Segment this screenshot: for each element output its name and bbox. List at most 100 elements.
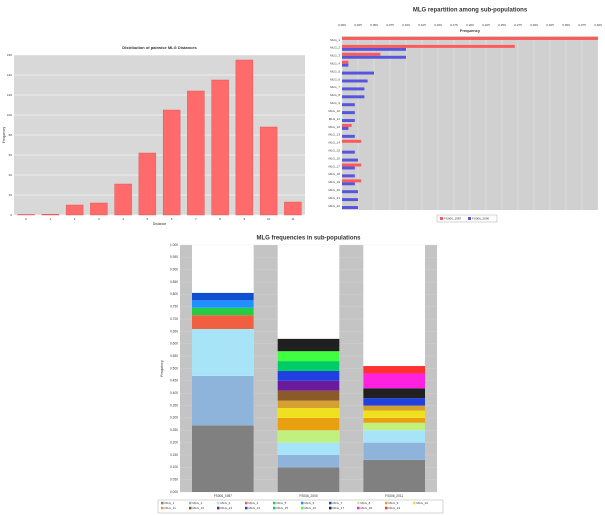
- x-tick-label: 0.375: [578, 23, 586, 27]
- y-tick-label: 0.750: [170, 305, 178, 309]
- legend-swatch: [217, 501, 220, 505]
- legend-swatch: [161, 501, 164, 505]
- bar-segment: [191, 300, 254, 308]
- bar: [342, 60, 349, 64]
- x-tick-label: 0.075: [386, 23, 394, 27]
- y-tick-label: 80: [9, 133, 13, 137]
- legend-swatch: [217, 506, 220, 510]
- legend-label: MLG_2: [193, 501, 203, 505]
- x-tick-label: 0.350: [562, 23, 570, 27]
- y-tick-label: MLG_1: [330, 38, 340, 42]
- x-tick-label: 9: [244, 217, 246, 221]
- x-tick-label: 10: [267, 217, 271, 221]
- x-tick-label: FS006_2000: [299, 494, 317, 498]
- y-axis-label: Frequency: [2, 126, 6, 143]
- bar-segment: [277, 390, 340, 401]
- y-tick-label: 0.000: [170, 490, 178, 494]
- bar: [342, 63, 349, 67]
- y-tick-label: 0.100: [170, 465, 178, 469]
- bar: [162, 109, 181, 216]
- legend-swatch: [301, 506, 304, 510]
- legend-label: MLG_17: [333, 506, 345, 510]
- x-axis-label: Frequency: [460, 28, 481, 33]
- legend-label: MLG_9: [389, 501, 399, 505]
- bar-segment: [191, 328, 254, 376]
- bar: [65, 204, 84, 216]
- bar: [342, 163, 362, 167]
- bar: [342, 134, 355, 138]
- y-tick-label: MLG_3: [330, 54, 340, 58]
- legend-label: MLG_18: [361, 506, 373, 510]
- bar-segment: [363, 430, 426, 443]
- bar-segment: [363, 442, 426, 460]
- y-tick-label: MLG_5: [330, 69, 340, 73]
- bar-segment: [277, 338, 340, 352]
- legend-swatch: [161, 506, 164, 510]
- legend-label: MLG_15: [277, 506, 289, 510]
- bar-segment: [277, 351, 340, 362]
- x-tick-label: 8: [219, 217, 221, 221]
- legend-label: MLG_19: [389, 506, 401, 510]
- x-tick-label: 0.325: [546, 23, 554, 27]
- y-tick-label: 0.800: [170, 292, 178, 296]
- y-tick-label: 0: [10, 213, 12, 217]
- bar-segment: [277, 467, 340, 492]
- legend-label: MLG_4: [249, 501, 259, 505]
- bar: [342, 119, 355, 122]
- y-tick-label: 0.200: [170, 440, 178, 444]
- bar-segment: [363, 366, 426, 374]
- bar-segment: [277, 400, 340, 409]
- x-tick-label: FS006_2011: [385, 494, 403, 498]
- x-tick-label: 7: [195, 217, 197, 221]
- y-tick-label: MLG_21: [328, 196, 340, 200]
- y-tick-label: MLG_12: [328, 125, 340, 129]
- x-tick-label: 0.200: [466, 23, 474, 27]
- bar-segment: [363, 459, 426, 492]
- bar-segment: [191, 315, 254, 329]
- bar: [342, 126, 349, 130]
- y-tick-label: 1.000: [170, 243, 178, 247]
- bar-segment: [363, 398, 426, 406]
- y-tick-label: MLG_18: [328, 172, 340, 176]
- y-axis-label: Frequency: [160, 360, 164, 377]
- y-tick-label: 160: [7, 53, 12, 57]
- x-tick-label: 0.175: [450, 23, 458, 27]
- legend-label: FS006_2000: [472, 216, 490, 220]
- legend-label: MLG_7: [333, 501, 343, 505]
- legend-swatch: [273, 501, 276, 505]
- y-tick-label: 0.600: [170, 342, 178, 346]
- x-tick-label: 0.225: [482, 23, 490, 27]
- y-tick-label: MLG_9: [330, 101, 340, 105]
- bar: [342, 150, 355, 154]
- legend-label: MLG_13: [221, 506, 233, 510]
- bar: [342, 44, 515, 48]
- y-tick-label: MLG_11: [329, 117, 341, 121]
- y-tick-label: 0.150: [170, 453, 178, 457]
- bar-segment: [363, 422, 426, 431]
- x-tick-label: 3: [98, 217, 100, 221]
- y-tick-label: MLG_10: [328, 109, 340, 113]
- bar: [342, 179, 362, 183]
- y-tick-label: MLG_17: [328, 164, 340, 168]
- bar: [342, 139, 362, 143]
- legend-box: [436, 214, 498, 223]
- y-tick-label: MLG_14: [328, 141, 340, 145]
- y-tick-label: 0.400: [170, 391, 178, 395]
- y-tick-label: 20: [9, 193, 13, 197]
- y-tick-label: MLG_13: [328, 133, 340, 137]
- y-tick-label: 0.550: [170, 354, 178, 358]
- x-tick-label: 2: [74, 217, 76, 221]
- y-tick-label: MLG_16: [328, 156, 340, 160]
- legend-swatch: [329, 506, 332, 510]
- legend-swatch: [468, 217, 471, 220]
- legend-label: MLG_3: [221, 501, 231, 505]
- y-tick-label: 100: [7, 113, 12, 117]
- legend-label: MLG_16: [305, 506, 317, 510]
- bar: [342, 52, 381, 56]
- legend-label: FS006_1987: [444, 216, 462, 220]
- bar-segment: [277, 370, 340, 381]
- legend-label: MLG_14: [249, 506, 261, 510]
- legend-swatch: [189, 506, 192, 510]
- y-tick-label: 0.950: [170, 255, 178, 259]
- x-tick-label: 5: [147, 217, 149, 221]
